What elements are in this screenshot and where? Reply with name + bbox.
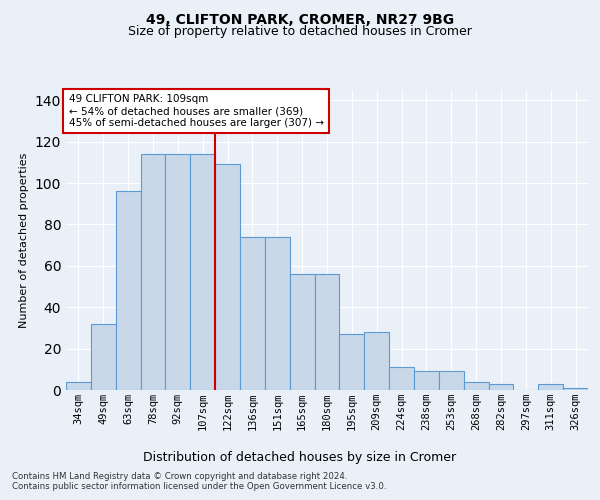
Bar [439,372,464,390]
Bar [414,372,439,390]
Bar [563,388,588,390]
Bar [464,382,488,390]
Text: Contains HM Land Registry data © Crown copyright and database right 2024.: Contains HM Land Registry data © Crown c… [12,472,347,481]
Text: 49 CLIFTON PARK: 109sqm
← 54% of detached houses are smaller (369)
45% of semi-d: 49 CLIFTON PARK: 109sqm ← 54% of detache… [68,94,323,128]
Bar [389,367,414,390]
Bar [116,192,140,390]
Text: Size of property relative to detached houses in Cromer: Size of property relative to detached ho… [128,25,472,38]
Bar [538,384,563,390]
Bar [314,274,340,390]
Bar [166,154,190,390]
Bar [240,237,265,390]
Bar [91,324,116,390]
Bar [140,154,166,390]
Bar [215,164,240,390]
Bar [190,154,215,390]
Text: Contains public sector information licensed under the Open Government Licence v3: Contains public sector information licen… [12,482,386,491]
Text: Distribution of detached houses by size in Cromer: Distribution of detached houses by size … [143,451,457,464]
Bar [265,237,290,390]
Bar [364,332,389,390]
Bar [488,384,514,390]
Text: 49, CLIFTON PARK, CROMER, NR27 9BG: 49, CLIFTON PARK, CROMER, NR27 9BG [146,12,454,26]
Bar [66,382,91,390]
Y-axis label: Number of detached properties: Number of detached properties [19,152,29,328]
Bar [290,274,314,390]
Bar [340,334,364,390]
